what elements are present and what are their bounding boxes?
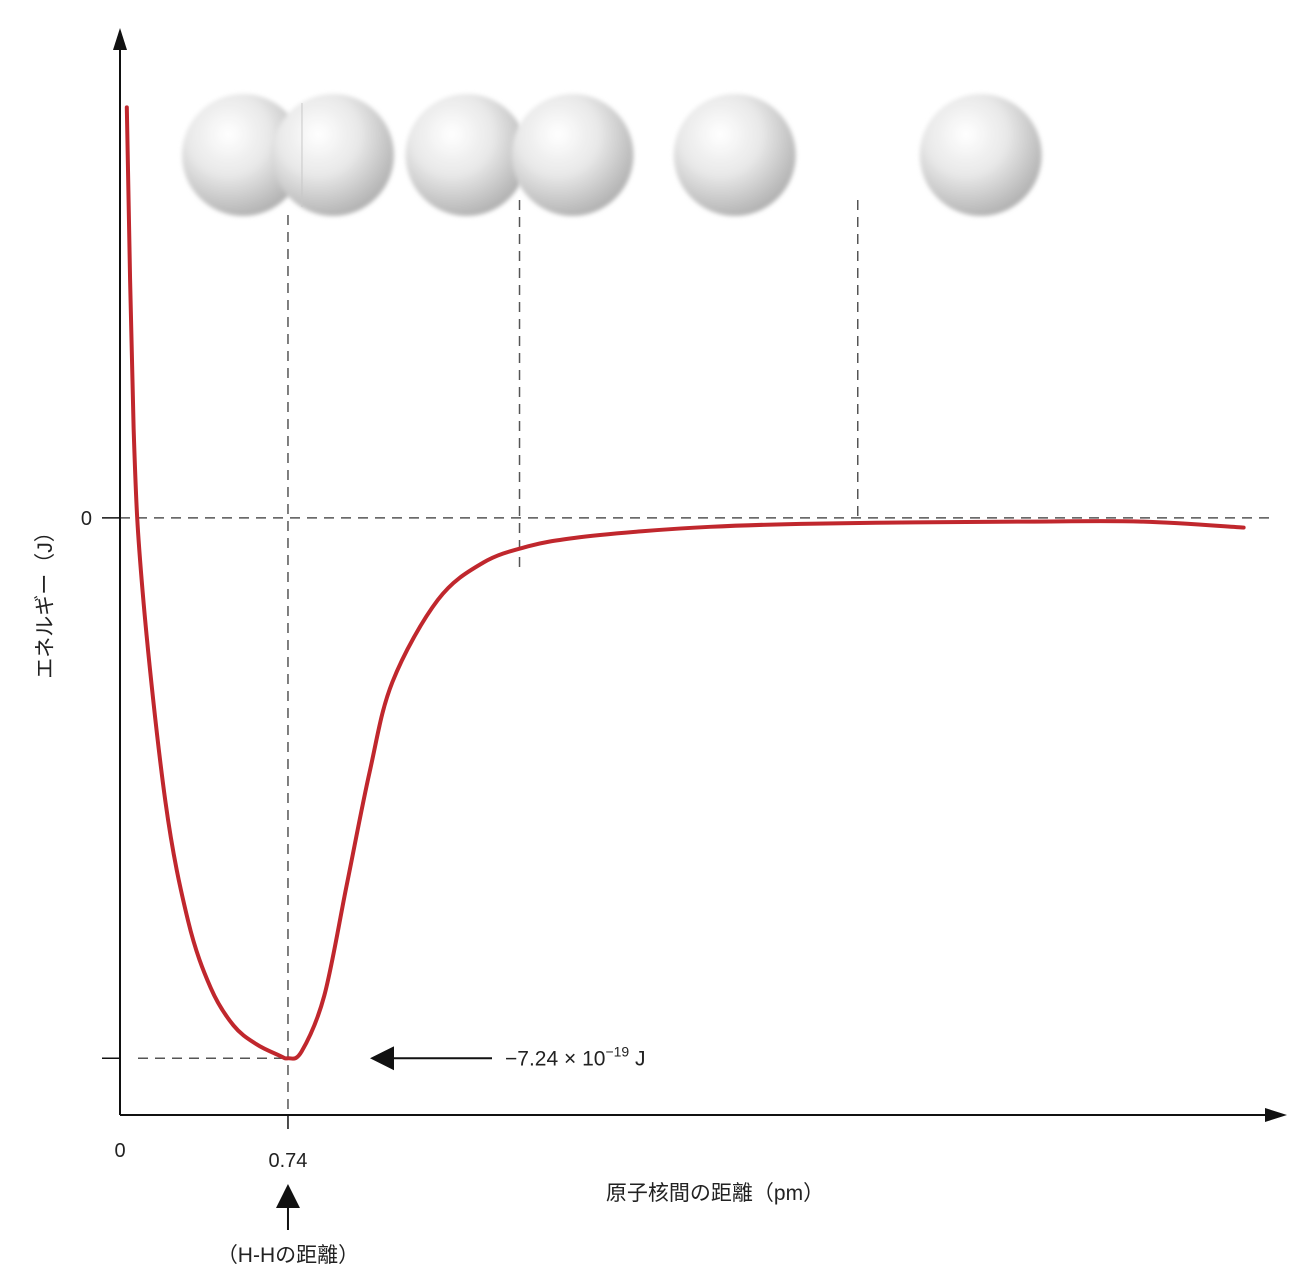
potential-energy-curve [127,107,1244,1058]
y-tick-label-zero: 0 [81,508,92,530]
y-axis-title: エネルギー（J） [34,521,57,679]
minimum-energy-unit: J [629,1047,645,1070]
atom-pair-separated [674,94,1042,216]
atom-pair-touching [406,94,634,216]
x-tick-label-074: 0.74 [269,1150,308,1172]
atom-pair-overlap [182,94,394,216]
hydrogen-atom-icon [406,94,528,216]
bond-length-label: （H-Hの距離） [217,1244,359,1267]
minimum-energy-exponent: −19 [605,1043,629,1059]
x-axis-arrow-icon [1265,1108,1287,1122]
atom-illustrations [182,94,1042,216]
hydrogen-atom-icon [674,94,796,216]
hydrogen-atom-icon [512,94,634,216]
y-axis-arrow-icon [113,28,127,50]
guide-lines [120,200,1270,1115]
minimum-energy-label: −7.24 × 10−19 J [505,1043,646,1070]
minimum-energy-value: −7.24 × 10 [505,1047,605,1070]
hydrogen-atom-icon [272,94,394,216]
x-tick-label-zero: 0 [114,1140,125,1162]
hydrogen-atom-icon [920,94,1042,216]
x-axis-title: 原子核間の距離（pm） [606,1182,824,1205]
